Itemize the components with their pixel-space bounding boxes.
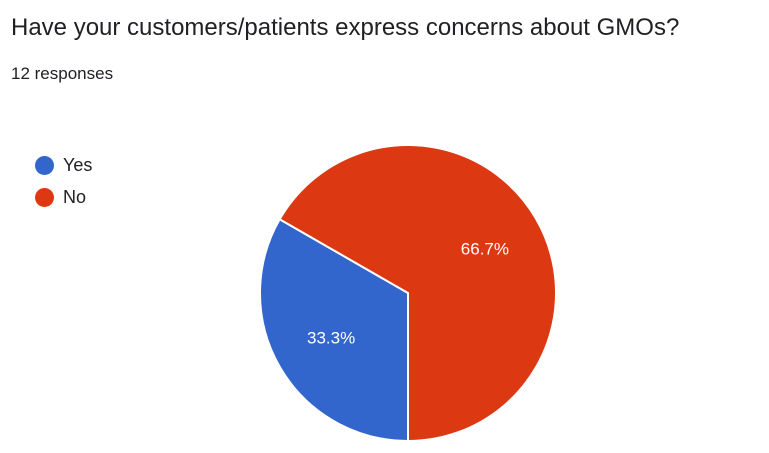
- legend-item-yes[interactable]: Yes: [35, 149, 92, 181]
- legend-item-no[interactable]: No: [35, 181, 92, 213]
- legend-swatch-yes: [35, 155, 54, 175]
- pie-slice-no[interactable]: [278, 144, 557, 443]
- question-title: Have your customers/patients express con…: [11, 14, 680, 41]
- slice-label-no: 66.7%: [461, 240, 509, 259]
- legend-swatch-no: [35, 187, 54, 207]
- legend-label-no: No: [63, 186, 87, 207]
- legend-label-yes: Yes: [63, 154, 93, 175]
- response-count: 12 responses: [11, 64, 114, 83]
- chart-legend: Yes No: [35, 149, 92, 213]
- slice-label-yes: 33.3%: [307, 329, 355, 348]
- pie-slice-yes[interactable]: [259, 217, 409, 443]
